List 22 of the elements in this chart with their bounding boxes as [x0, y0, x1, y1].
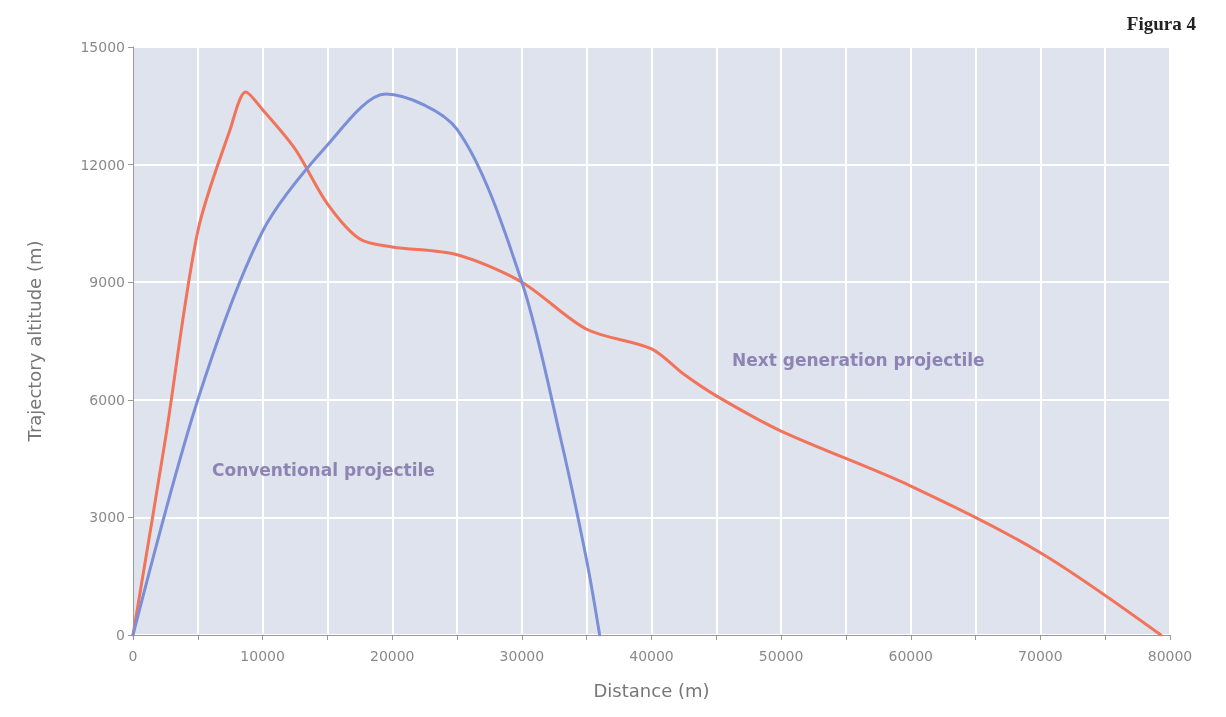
x-tick-label: 80000 — [1147, 648, 1193, 664]
annotation: Conventional projectile — [212, 460, 435, 480]
y-tick-label: 9000 — [89, 274, 125, 291]
x-tick-label: 20000 — [369, 648, 415, 664]
y-tick-label: 3000 — [89, 509, 125, 526]
y-tick-label: 0 — [116, 627, 125, 643]
line-series — [131, 90, 1163, 637]
y-tick-label: 15000 — [80, 39, 125, 55]
x-tick-label: 50000 — [758, 648, 804, 664]
y-tick-label: 12000 — [80, 156, 125, 173]
annotation: Next generation projectile — [732, 350, 985, 370]
y-axis-title: Trajectory altitude (m) — [23, 240, 45, 443]
x-tick-label: 40000 — [629, 648, 674, 664]
y-tick-label: 6000 — [89, 391, 125, 408]
x-axis-title: Distance (m) — [593, 679, 710, 701]
x-tick-label: 10000 — [240, 648, 285, 664]
x-tick-label: 0 — [128, 648, 138, 664]
text: Figura 4 — [1126, 13, 1197, 34]
x-tick-label: 60000 — [888, 648, 934, 664]
x-tick-label: 70000 — [1018, 648, 1063, 664]
line-series — [131, 92, 602, 637]
x-tick-label: 30000 — [499, 648, 545, 664]
